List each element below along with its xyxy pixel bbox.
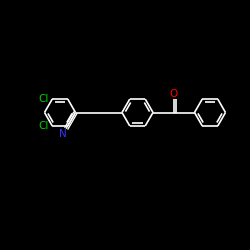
Text: N: N bbox=[60, 128, 67, 138]
Text: Cl: Cl bbox=[39, 121, 49, 131]
Text: Cl: Cl bbox=[39, 94, 49, 104]
Text: O: O bbox=[170, 89, 178, 99]
